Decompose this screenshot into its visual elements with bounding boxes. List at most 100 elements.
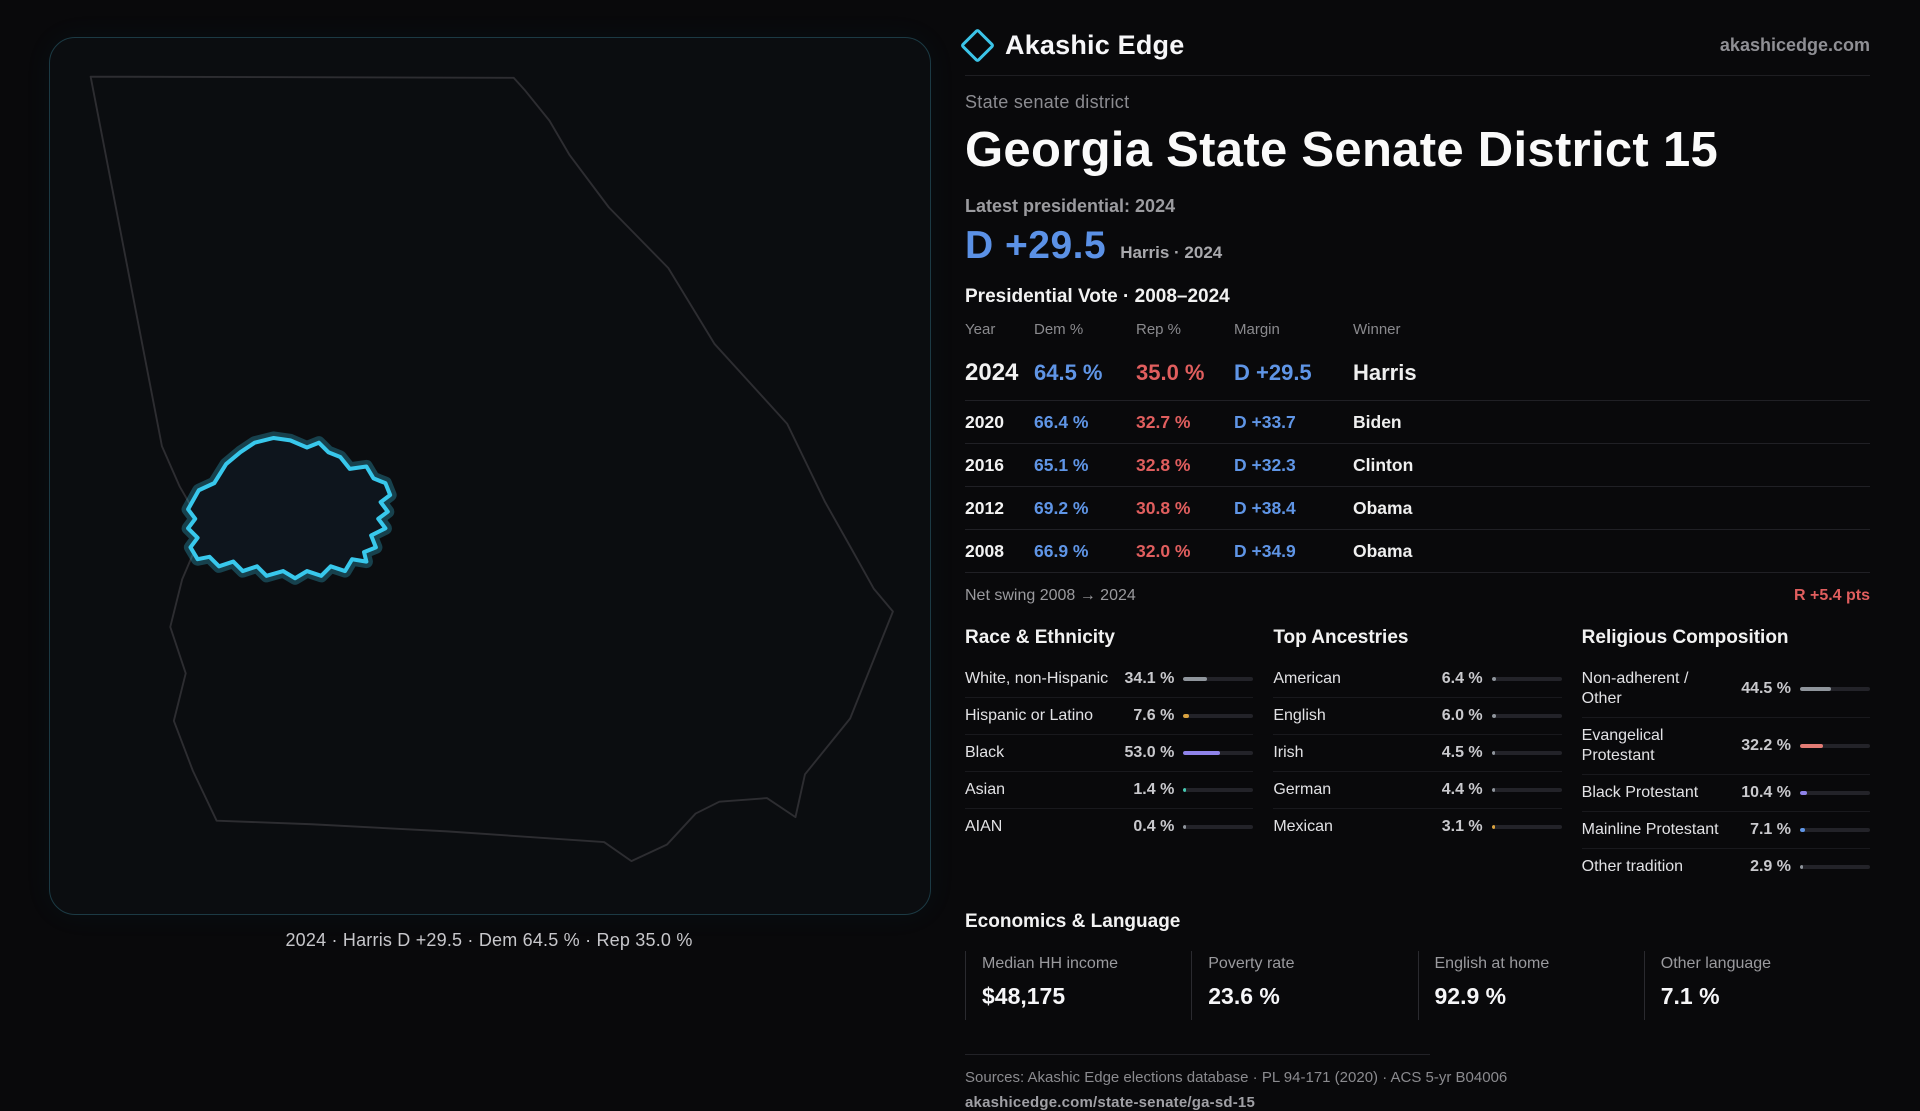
demo-bar: [1800, 828, 1870, 832]
demo-bar: [1800, 791, 1870, 795]
diamond-logo-icon: [959, 27, 996, 64]
sources-line: Sources: Akashic Edge elections database…: [965, 1069, 1508, 1086]
demo-label: Black: [965, 744, 1005, 761]
vote-row-2024: 2024 64.5 % 35.0 % D +29.5 Harris: [965, 346, 1870, 401]
demo-item: Asian 1.4 %: [965, 772, 1254, 809]
demo-bar-fill: [1800, 687, 1832, 691]
brand-name: Akashic Edge: [1005, 30, 1185, 60]
brand-header: Akashic Edge akashicedge.com: [959, 27, 1870, 76]
ancestries-title: Top Ancestries: [1273, 627, 1409, 648]
demo-bar: [1491, 677, 1562, 681]
vote-dem-pct: 66.4 %: [1034, 411, 1089, 432]
demo-item: Irish 4.5 %: [1273, 735, 1562, 772]
net-swing-label: Net swing 2008 → 2024: [965, 587, 1136, 604]
demo-value: 10.4 %: [1741, 784, 1791, 801]
vote-dem-pct: 64.5 %: [1034, 360, 1103, 385]
religion-column: Religious Composition Non-adherent / Oth…: [1581, 627, 1870, 885]
vote-winner: Obama: [1353, 540, 1413, 561]
vote-year: 2012: [965, 497, 1004, 518]
headline-margin: D +29.5 Harris · 2024: [965, 224, 1870, 268]
demo-item: Mexican 3.1 %: [1273, 809, 1562, 845]
demo-item: English 6.0 %: [1273, 698, 1562, 735]
demo-bar: [1183, 788, 1254, 792]
georgia-map: [89, 75, 894, 863]
permalink[interactable]: akashicedge.com/state-senate/ga-sd-15: [965, 1094, 1256, 1111]
vote-table-header: Year Dem % Rep % Margin Winner: [965, 321, 1870, 346]
demo-bar-fill: [1800, 744, 1823, 748]
demo-bar: [1491, 751, 1562, 755]
demo-bar-fill: [1800, 828, 1805, 832]
demo-value: 4.4 %: [1441, 781, 1483, 798]
demo-bar: [1491, 714, 1562, 718]
demo-label: Mexican: [1273, 818, 1333, 835]
headline-margin-note: Harris · 2024: [1120, 243, 1223, 262]
demo-bar: [1800, 744, 1870, 748]
district-15-shape: [186, 435, 393, 581]
demo-bar: [1800, 687, 1870, 691]
demo-value: 1.4 %: [1133, 781, 1175, 798]
demo-bar-fill: [1491, 714, 1496, 718]
latest-presidential-label: Latest presidential: 2024: [965, 196, 1176, 216]
demographics-section: Race & Ethnicity White, non-Hispanic 34.1…: [965, 627, 1870, 885]
map-caption: 2024 · Harris D +29.5 · Dem 64.5 % · Rep…: [285, 930, 693, 950]
demo-value: 53.0 %: [1124, 744, 1175, 761]
vote-dem-pct: 69.2 %: [1034, 497, 1089, 518]
demo-value: 6.4 %: [1441, 670, 1483, 687]
stat-label: English at home: [1434, 955, 1550, 972]
demo-value: 7.1 %: [1750, 821, 1791, 838]
vote-margin: D +32.3: [1234, 454, 1296, 475]
demo-value: 6.0 %: [1441, 707, 1483, 724]
vote-row-2020: 2020 66.4 % 32.7 % D +33.7 Biden: [965, 401, 1870, 444]
demo-label: Other tradition: [1581, 858, 1684, 875]
demo-bar: [1491, 825, 1562, 829]
demo-bar-fill: [1800, 791, 1808, 795]
col-winner: Winner: [1353, 321, 1401, 338]
district-type-kicker: State senate district: [965, 92, 1130, 112]
vote-margin: D +34.9: [1234, 540, 1296, 561]
footer: Sources: Akashic Edge elections database…: [965, 1054, 1870, 1111]
brand-lockup: Akashic Edge: [959, 27, 1185, 64]
vote-year: 2020: [965, 411, 1004, 432]
vote-rep-pct: 35.0 %: [1136, 360, 1205, 385]
demo-item: Black 53.0 %: [965, 735, 1254, 772]
demo-bar-fill: [1491, 751, 1495, 755]
stat-value: 7.1 %: [1660, 983, 1720, 1009]
vote-winner: Harris: [1353, 360, 1417, 385]
col-dem: Dem %: [1034, 321, 1084, 338]
vote-rep-pct: 32.7 %: [1136, 411, 1191, 432]
demo-bar: [1183, 751, 1254, 755]
demo-label: Black Protestant: [1581, 784, 1699, 801]
demo-label: English: [1273, 707, 1326, 724]
demo-item: American 6.4 %: [1273, 661, 1562, 698]
stat-label: Other language: [1660, 955, 1772, 972]
headline-margin-value: D +29.5: [965, 224, 1107, 267]
vote-row-2016: 2016 65.1 % 32.8 % D +32.3 Clinton: [965, 444, 1870, 487]
demo-bar: [1183, 825, 1254, 829]
demo-value: 7.6 %: [1133, 707, 1175, 724]
demo-bar-fill: [1491, 788, 1495, 792]
demo-value: 3.1 %: [1441, 818, 1483, 835]
stat-poverty-rate: Poverty rate 23.6 %: [1191, 951, 1417, 1020]
col-margin: Margin: [1234, 321, 1280, 338]
demo-label: Non-adherent / Other: [1581, 670, 1689, 707]
demo-bar: [1183, 714, 1254, 718]
demo-label: Asian: [965, 781, 1006, 798]
stat-value: 92.9 %: [1434, 983, 1507, 1009]
brand-domain-link[interactable]: akashicedge.com: [1719, 35, 1870, 55]
net-swing-row: Net swing 2008 → 2024 R +5.4 pts: [965, 573, 1870, 605]
demo-value: 0.4 %: [1133, 818, 1175, 835]
stat-label: Poverty rate: [1208, 955, 1295, 972]
demo-bar-fill: [1800, 865, 1803, 869]
demo-item: AIAN 0.4 %: [965, 809, 1254, 845]
demo-bar-fill: [1183, 714, 1189, 718]
vote-row-2008: 2008 66.9 % 32.0 % D +34.9 Obama: [965, 530, 1870, 573]
vote-year: 2008: [965, 540, 1004, 561]
economics-stats: Median HH income $48,175 Poverty rate 23…: [965, 951, 1870, 1020]
demo-label: American: [1273, 670, 1341, 687]
demo-bar: [1183, 677, 1254, 681]
col-rep: Rep %: [1136, 321, 1182, 338]
demo-bar-fill: [1183, 825, 1187, 829]
demo-label: Hispanic or Latino: [965, 707, 1094, 724]
stat-value: 23.6 %: [1208, 983, 1280, 1009]
race-ethnicity-column: Race & Ethnicity White, non-Hispanic 34.1…: [965, 627, 1254, 885]
